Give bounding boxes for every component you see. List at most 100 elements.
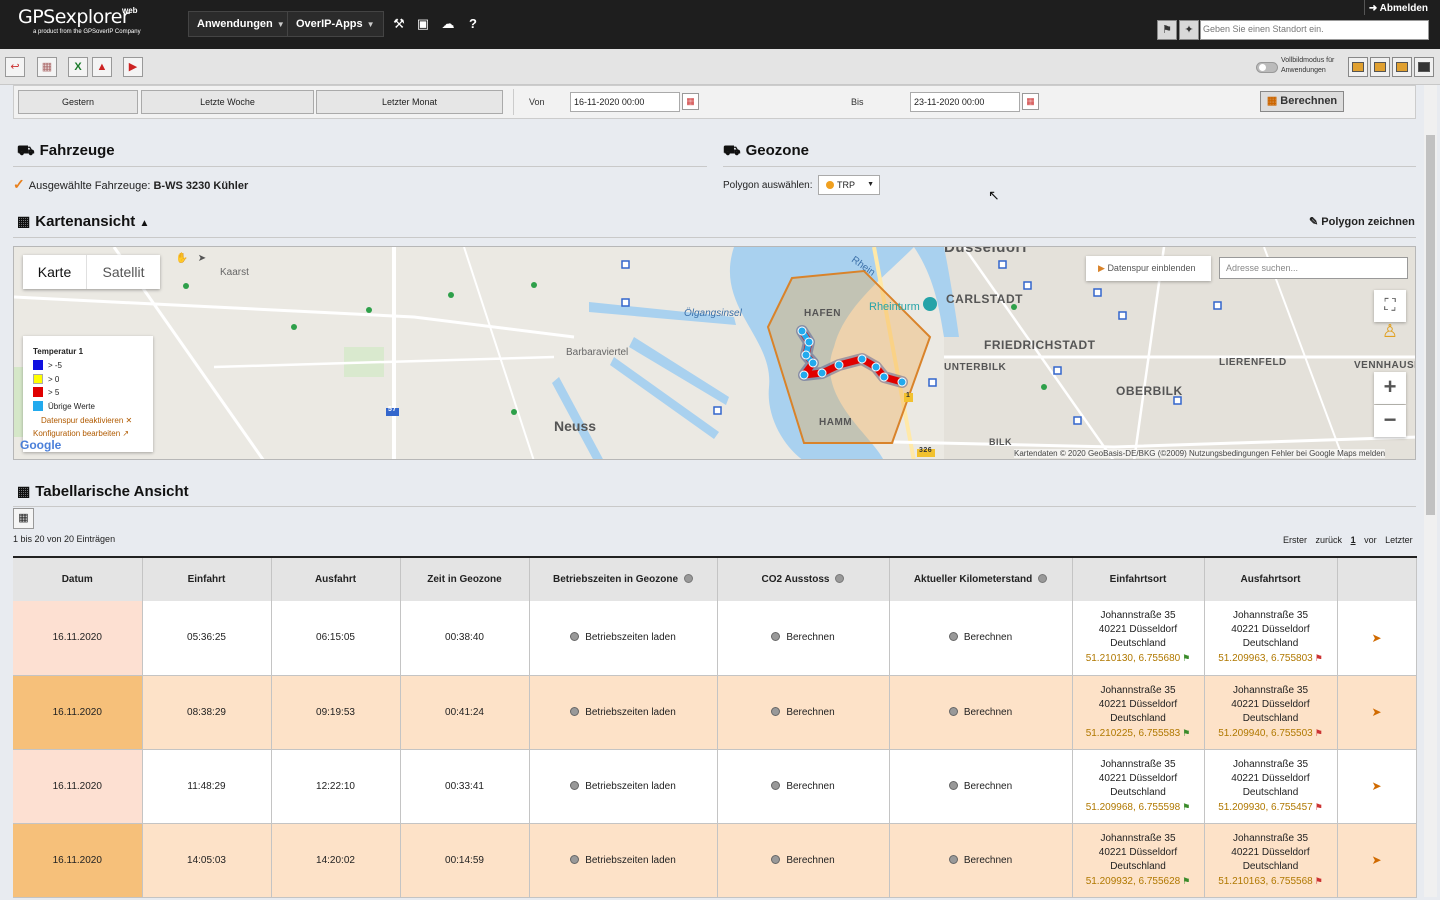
- calculate-co2-button[interactable]: Berechnen: [771, 780, 835, 792]
- column-header[interactable]: Betriebszeiten in Geozone: [529, 556, 718, 601]
- entry-coordinates-link[interactable]: 51.210225, 6.755583 ⚑: [1073, 726, 1204, 741]
- show-on-map-icon[interactable]: ➤: [1371, 630, 1382, 645]
- layout-left-icon[interactable]: [1348, 57, 1368, 77]
- cart-icon[interactable]: ▣: [416, 16, 430, 31]
- table-row[interactable]: 16.11.2020 08:38:29 09:19:53 00:41:24 Betrie…: [13, 675, 1417, 750]
- to-date-input[interactable]: 23-11-2020 00:00: [910, 92, 1020, 112]
- draw-polygon-link[interactable]: ✎ Polygon zeichnen: [1309, 215, 1415, 228]
- help-icon[interactable]: [1038, 574, 1048, 583]
- from-date-input[interactable]: 16-11-2020 00:00: [570, 92, 680, 112]
- entry-coordinates-link[interactable]: 51.209932, 6.755628 ⚑: [1073, 874, 1204, 889]
- page-scrollbar[interactable]: [1424, 85, 1437, 897]
- exit-coordinates-link[interactable]: 51.210163, 6.755568 ⚑: [1205, 874, 1337, 889]
- app-logo[interactable]: GPSexplorer web a product from the GPSov…: [18, 6, 141, 35]
- table-row[interactable]: 16.11.2020 05:36:25 06:15:05 00:38:40 Betrie…: [13, 601, 1417, 676]
- column-settings-icon[interactable]: ▦: [13, 508, 34, 529]
- deactivate-track-link[interactable]: Datenspur deaktivieren ✕: [41, 414, 153, 427]
- nav-anwendungen-button[interactable]: Anwendungen ▼: [188, 11, 294, 37]
- calculate-button[interactable]: ▦ Berechnen: [1260, 91, 1344, 112]
- exit-coordinates-link[interactable]: 51.209940, 6.755503 ⚑: [1205, 726, 1337, 741]
- pager-first[interactable]: Erster: [1283, 535, 1308, 545]
- fullscreen-toggle[interactable]: [1256, 62, 1278, 73]
- load-operating-hours-button[interactable]: Betriebszeiten laden: [570, 706, 676, 718]
- fullscreen-icon[interactable]: ⛶: [1374, 290, 1406, 322]
- flag-icon[interactable]: ⚑: [1157, 20, 1177, 40]
- exit-coordinates-link[interactable]: 51.209930, 6.755457 ⚑: [1205, 800, 1337, 815]
- calculate-co2-button[interactable]: Berechnen: [771, 706, 835, 718]
- column-header[interactable]: CO2 Ausstoss: [717, 556, 890, 601]
- load-operating-hours-button[interactable]: Betriebszeiten laden: [570, 780, 676, 792]
- hand-icon[interactable]: ✋: [175, 253, 189, 264]
- entry-coordinates-link[interactable]: 51.209968, 6.755598 ⚑: [1073, 800, 1204, 815]
- last-week-button[interactable]: Letzte Woche: [141, 90, 314, 114]
- map-type-map-button[interactable]: Karte: [37, 264, 72, 280]
- back-icon[interactable]: ↩: [5, 57, 25, 77]
- pager-prev[interactable]: zurück: [1315, 535, 1343, 545]
- layout-bottom-icon[interactable]: [1392, 57, 1412, 77]
- street-view-pegman-icon[interactable]: ♙: [1381, 321, 1399, 341]
- load-operating-hours-button[interactable]: Betriebszeiten laden: [570, 632, 676, 643]
- calculate-mileage-button[interactable]: Berechnen: [948, 854, 1012, 866]
- logout-link[interactable]: ➜ Abmelden: [1368, 3, 1428, 14]
- exit-coordinates-link[interactable]: 51.209963, 6.755803 ⚑: [1205, 651, 1337, 666]
- polygon-draw-icon[interactable]: ➤: [197, 253, 207, 264]
- pager-next[interactable]: vor: [1364, 535, 1377, 545]
- nav-overip-apps-button[interactable]: OverIP-Apps ▼: [287, 11, 384, 37]
- calculate-mileage-button[interactable]: Berechnen: [948, 632, 1012, 643]
- excel-export-icon[interactable]: X: [68, 57, 88, 77]
- column-header[interactable]: Datum: [13, 556, 143, 601]
- edit-config-link[interactable]: Konfiguration bearbeiten ↗: [33, 427, 153, 440]
- calculate-mileage-button[interactable]: Berechnen: [948, 780, 1012, 792]
- column-header[interactable]: Zeit in Geozone: [400, 556, 530, 601]
- help-icon[interactable]: [684, 574, 694, 583]
- column-header[interactable]: Aktueller Kilometerstand: [889, 556, 1073, 601]
- location-search-input[interactable]: Geben Sie einen Standort ein.: [1200, 20, 1429, 40]
- wrench-icon[interactable]: ⚒: [393, 16, 405, 31]
- cloud-icon[interactable]: ☁: [441, 16, 455, 31]
- date-cell: 16.11.2020: [13, 749, 143, 824]
- column-header[interactable]: Einfahrt: [142, 556, 272, 601]
- zoom-in-button[interactable]: +: [1374, 372, 1406, 404]
- help-icon[interactable]: ?: [469, 16, 477, 31]
- yesterday-button[interactable]: Gestern: [18, 90, 138, 114]
- video-icon[interactable]: ▶: [123, 57, 143, 77]
- table-row[interactable]: 16.11.2020 11:48:29 12:22:10 00:33:41 Betrie…: [13, 749, 1417, 824]
- map-view[interactable]: Kaarst Barbaraviertel Neuss Ölgangsinsel…: [13, 246, 1416, 460]
- address-line: 40221 Düsseldorf: [1098, 698, 1178, 710]
- help-icon[interactable]: [835, 574, 845, 583]
- calendar-icon[interactable]: ▦: [1022, 93, 1039, 110]
- zoom-out-button[interactable]: −: [1374, 405, 1406, 437]
- geozone-icon: ⛟: [723, 142, 741, 158]
- scrollbar-thumb[interactable]: [1426, 135, 1435, 515]
- pager-current[interactable]: 1: [1350, 535, 1356, 545]
- load-operating-hours-button[interactable]: Betriebszeiten laden: [570, 854, 676, 866]
- layout-top-icon[interactable]: [1370, 57, 1390, 77]
- map-background: [14, 247, 1415, 459]
- last-month-button[interactable]: Letzter Monat: [316, 90, 503, 114]
- divider: [13, 506, 1416, 507]
- column-header[interactable]: Ausfahrt: [271, 556, 401, 601]
- magic-wand-icon[interactable]: ✦: [1179, 20, 1199, 40]
- table-row[interactable]: 16.11.2020 14:05:03 14:20:02 00:14:59 Betrie…: [13, 823, 1417, 898]
- address-search-input[interactable]: Adresse suchen...: [1219, 257, 1408, 279]
- entry-time-cell: 08:38:29: [142, 675, 272, 750]
- table-icon[interactable]: ▦: [37, 57, 57, 77]
- show-on-map-icon[interactable]: ➤: [1371, 853, 1382, 867]
- show-on-map-icon[interactable]: ➤: [1371, 705, 1382, 719]
- pdf-export-icon[interactable]: ▲: [92, 57, 112, 77]
- map-view-title[interactable]: ▦ Kartenansicht ▲: [17, 213, 149, 230]
- calculate-co2-button[interactable]: Berechnen: [771, 632, 835, 643]
- show-track-button[interactable]: ▶ Datenspur einblenden: [1086, 256, 1211, 281]
- map-type-satellite-button[interactable]: Satellit: [86, 255, 160, 289]
- calculate-mileage-button[interactable]: Berechnen: [948, 706, 1012, 718]
- calculate-co2-button[interactable]: Berechnen: [771, 854, 835, 866]
- column-header[interactable]: Ausfahrtsort: [1204, 556, 1338, 601]
- calendar-icon[interactable]: ▦: [682, 93, 699, 110]
- map-attribution[interactable]: Kartendaten © 2020 GeoBasis-DE/BKG (©200…: [1014, 449, 1386, 458]
- show-on-map-icon[interactable]: ➤: [1371, 779, 1382, 793]
- entry-coordinates-link[interactable]: 51.210130, 6.755680 ⚑: [1073, 651, 1204, 666]
- camera-icon[interactable]: [1414, 57, 1434, 77]
- pager-last[interactable]: Letzter: [1385, 535, 1413, 545]
- column-header[interactable]: Einfahrtsort: [1072, 556, 1205, 601]
- polygon-select[interactable]: TRP ▼: [818, 175, 880, 195]
